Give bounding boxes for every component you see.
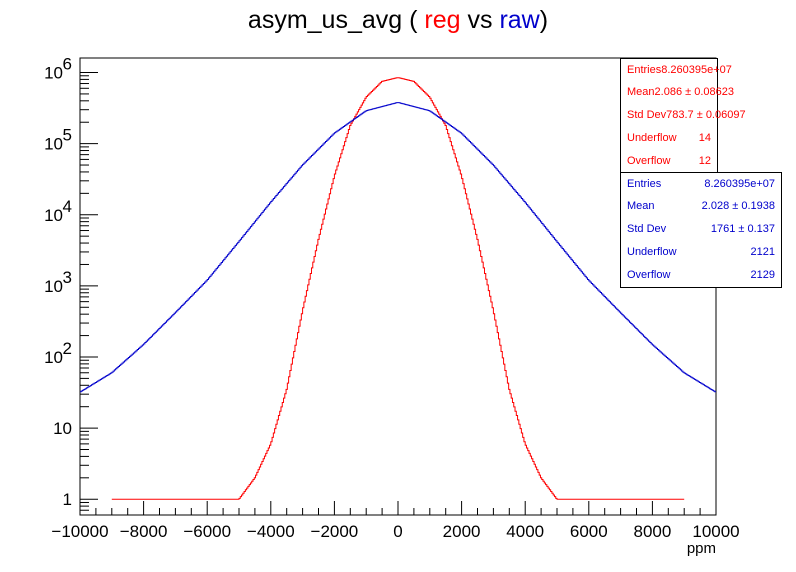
stats-label: Mean	[627, 200, 655, 212]
stats-label: Underflow	[627, 246, 677, 258]
stats-label: Mean	[627, 86, 655, 98]
stats-value: 8.260395e+07	[704, 178, 775, 190]
x-axis-label: ppm	[687, 540, 716, 557]
x-tick-label: 6000	[570, 522, 608, 541]
y-tick-exponent: 4	[63, 197, 72, 216]
x-tick-label: −10000	[51, 522, 108, 541]
stats-label: Underflow	[627, 132, 677, 144]
stats-value: 2.086 ± 0.08623	[654, 86, 734, 98]
stats-value: 2129	[750, 269, 775, 281]
stats-row-entries: Entries 8.260395e+07	[627, 174, 775, 194]
y-tick-label: 10	[44, 135, 63, 154]
stats-value: 783.7 ± 0.06097	[666, 109, 746, 121]
title-suffix: )	[539, 6, 549, 34]
x-tick-label: 8000	[633, 522, 671, 541]
stats-row-overflow: Overflow 2129	[627, 265, 775, 285]
title-prefix: asym_us_avg (	[247, 6, 425, 34]
stats-row-entries: Entries 8.260395e+07	[627, 60, 732, 80]
stats-label: Std Dev	[627, 109, 667, 121]
y-tick-label: 10	[53, 419, 72, 438]
stats-label: Overflow	[627, 155, 671, 167]
stats-label: Entries	[627, 178, 662, 190]
title-raw: raw	[499, 6, 540, 34]
y-tick-label: 1	[63, 490, 72, 509]
stats-row-overflow: Overflow 12	[627, 151, 711, 171]
y-tick-label: 10	[44, 348, 63, 367]
chart-title: asym_us_avg ( reg vs raw)	[0, 6, 796, 35]
stats-value: 8.260395e+07	[661, 64, 732, 76]
stats-value: 2121	[750, 246, 775, 258]
y-tick-exponent: 6	[63, 55, 72, 74]
x-tick-label: −8000	[120, 522, 168, 541]
series-raw-line	[80, 102, 716, 393]
x-tick-label: −4000	[247, 522, 295, 541]
stats-row-mean: Mean 2.086 ± 0.08623	[627, 82, 734, 102]
y-tick-label: 10	[44, 206, 63, 225]
y-tick-exponent: 5	[63, 126, 72, 145]
stats-label: Entries	[627, 64, 662, 76]
stats-label: Std Dev	[627, 223, 667, 235]
stats-row-mean: Mean 2.028 ± 0.1938	[627, 196, 775, 216]
stats-value: 1761 ± 0.137	[710, 223, 775, 235]
stats-row-underflow: Underflow 2121	[627, 242, 775, 262]
stats-row-stddev: Std Dev 783.7 ± 0.06097	[627, 105, 746, 125]
stats-row-underflow: Underflow 14	[627, 128, 711, 148]
series-reg-line	[111, 77, 685, 500]
title-middle: vs	[460, 6, 500, 34]
x-tick-label: 10000	[692, 522, 739, 541]
x-tick-label: −6000	[183, 522, 231, 541]
stats-box-raw: Entries 8.260395e+07 Mean 2.028 ± 0.1938 S…	[620, 172, 782, 288]
stats-value: 2.028 ± 0.1938	[701, 200, 775, 212]
x-tick-label: 4000	[506, 522, 544, 541]
x-tick-label: 2000	[443, 522, 481, 541]
title-reg: reg	[424, 6, 461, 34]
x-tick-label: 0	[393, 522, 402, 541]
stats-value: 12	[698, 155, 711, 167]
x-tick-label: −2000	[311, 522, 359, 541]
y-tick-exponent: 2	[63, 339, 72, 358]
stats-row-stddev: Std Dev 1761 ± 0.137	[627, 219, 775, 239]
y-tick-label: 10	[44, 64, 63, 83]
y-tick-exponent: 3	[63, 268, 72, 287]
stats-label: Overflow	[627, 269, 671, 281]
stats-value: 14	[698, 132, 711, 144]
stats-box-reg: Entries 8.260395e+07 Mean 2.086 ± 0.08623 …	[620, 58, 746, 174]
y-tick-label: 10	[44, 277, 63, 296]
